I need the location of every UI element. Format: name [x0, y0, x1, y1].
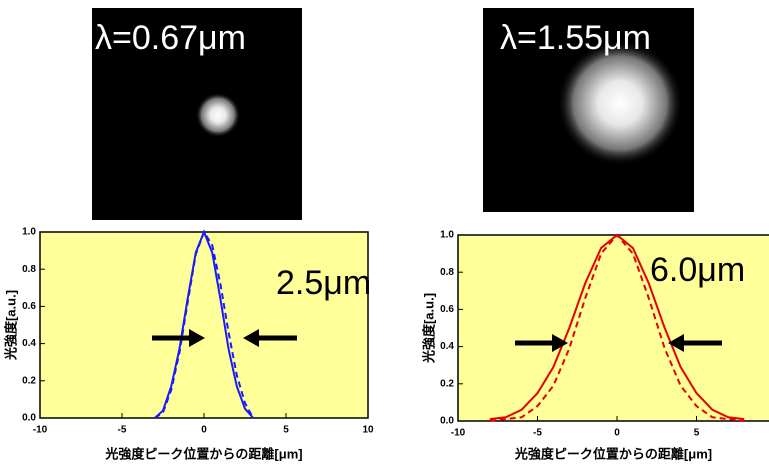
y-tick-label: 0.6 — [22, 301, 36, 312]
annotation: 6.0μm — [650, 251, 745, 289]
y-tick-label: 0.8 — [440, 267, 454, 278]
x-axis-label: 光強度ピーク位置からの距離[μm] — [104, 446, 302, 461]
plot-area — [40, 232, 368, 418]
x-axis-label: 光強度ピーク位置からの距離[μm] — [514, 446, 712, 461]
y-tick-label: 0.0 — [440, 416, 454, 427]
x-tick-label: -10 — [33, 425, 48, 436]
y-tick-label: 0.4 — [22, 338, 36, 349]
beam-spot — [196, 93, 240, 137]
x-tick-label: -5 — [533, 428, 542, 439]
x-tick-label: 0 — [614, 428, 620, 439]
x-tick-label: 10 — [362, 425, 374, 436]
y-tick-label: 1.0 — [440, 230, 454, 241]
x-tick-label: -5 — [118, 425, 127, 436]
y-tick-label: 0.2 — [440, 378, 454, 389]
x-tick-label: 0 — [201, 425, 207, 436]
y-tick-label: 0.0 — [22, 413, 36, 424]
image-label: λ=0.67μm — [95, 19, 246, 57]
image-label: λ=1.55μm — [500, 19, 651, 57]
x-tick-label: 5 — [283, 425, 289, 436]
y-tick-label: 0.2 — [22, 375, 36, 386]
figure: λ=0.67μm -10 -5 0 5 10 0.0 0.2 0.4 0.6 0.8 1.0 2.5μm… — [0, 0, 769, 467]
y-tick-label: 0.8 — [22, 264, 36, 275]
y-tick-label: 0.4 — [440, 341, 454, 352]
y-tick-label: 1.0 — [22, 227, 36, 238]
annotation: 2.5μm — [276, 264, 371, 302]
beam-spot — [558, 41, 682, 165]
y-tick-label: 0.6 — [440, 304, 454, 315]
x-tick-label: -10 — [451, 428, 466, 439]
y-axis-label: 光強度[a.u.] — [421, 293, 436, 364]
y-axis-label: 光強度[a.u.] — [3, 290, 18, 361]
x-tick-label: 5 — [694, 428, 700, 439]
